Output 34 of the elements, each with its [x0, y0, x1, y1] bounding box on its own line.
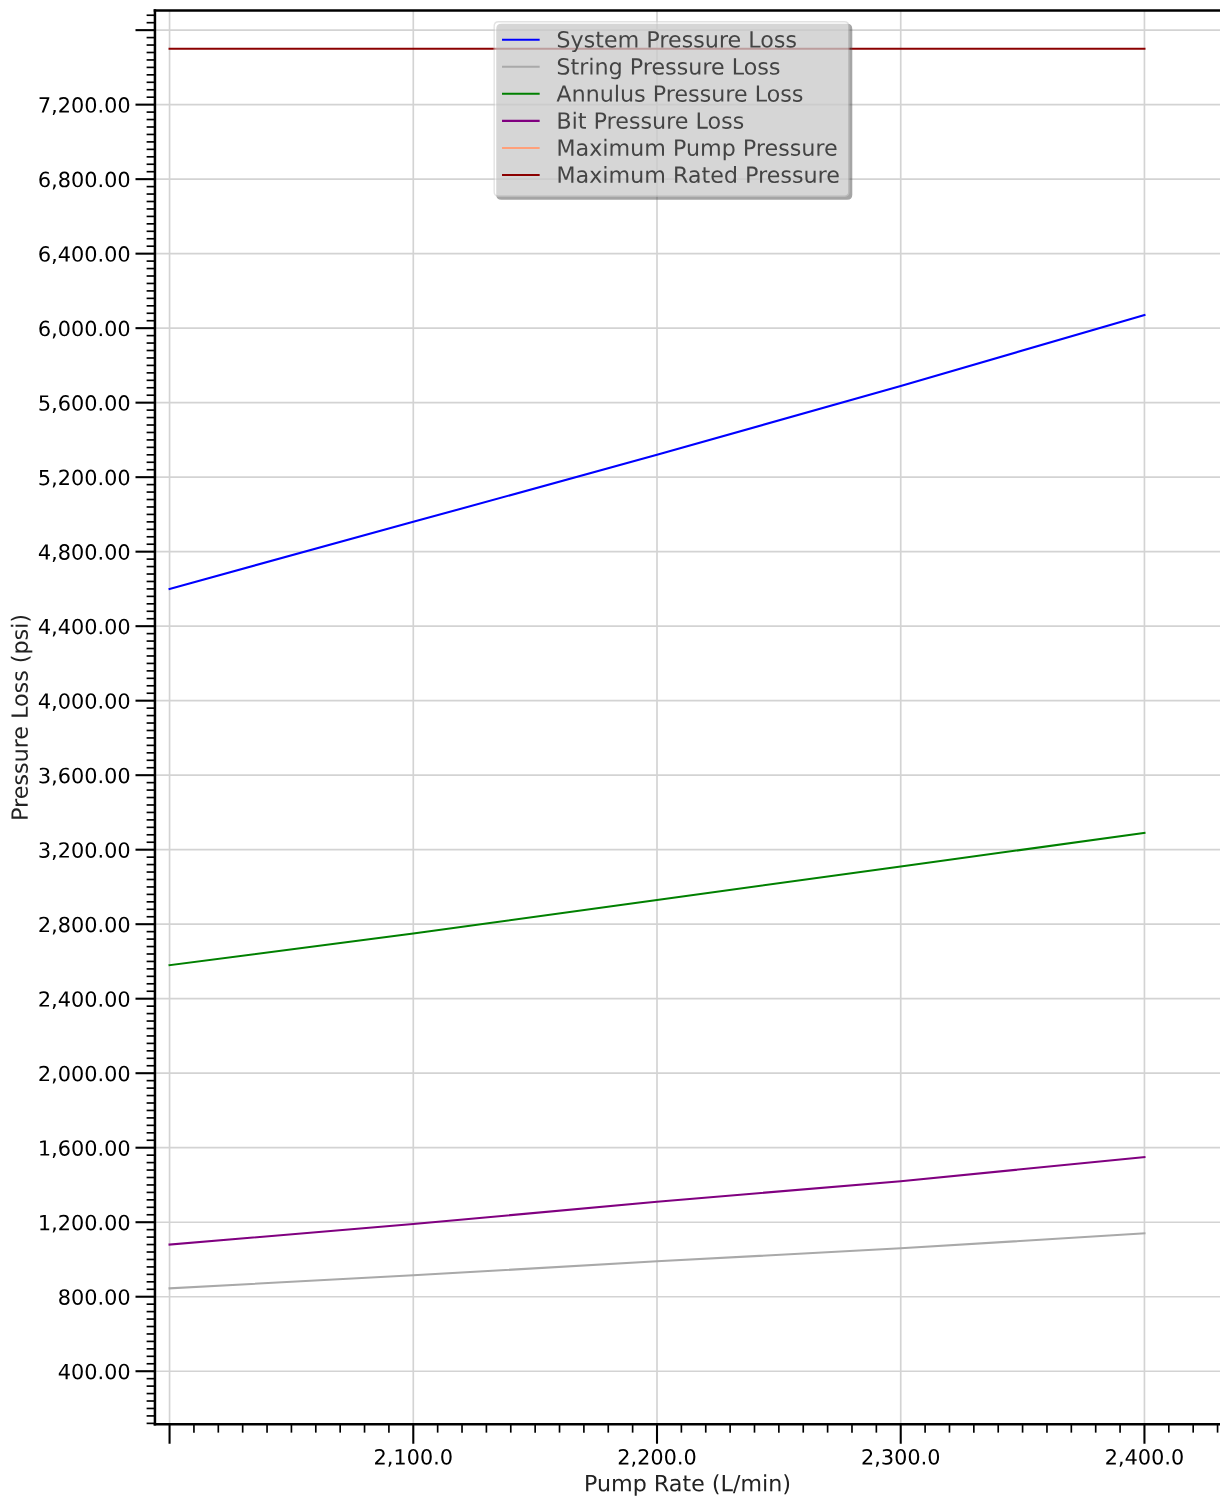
y-tick-label: 2,000.00 — [39, 1065, 130, 1084]
y-axis-title: Pressure Loss (psi) — [10, 615, 33, 819]
y-tick-label: 4,000.00 — [38, 693, 130, 712]
x-axis-title: Pump Rate (L/min) — [586, 1474, 790, 1496]
legend-label: String Pressure Loss — [557, 57, 780, 80]
legend-label: Maximum Pump Pressure — [558, 138, 837, 161]
line-series — [168, 1155, 1146, 1246]
x-tick-label: 2,200.0 — [618, 1448, 696, 1467]
y-tick-label: 800.00 — [59, 1289, 130, 1305]
y-tick-label: 1,200.00 — [40, 1214, 130, 1233]
y-tick-label: 6,000.00 — [39, 320, 130, 339]
y-tick-label: 7,200.00 — [39, 97, 130, 115]
legend-label: Bit Pressure Loss — [558, 111, 744, 129]
legend-label: Annulus Pressure Loss — [556, 84, 803, 102]
y-tick-label: 4,800.00 — [38, 544, 130, 563]
line-series — [168, 1232, 1146, 1290]
y-tick-label: 3,600.00 — [39, 767, 130, 786]
y-tick-label: 2,800.00 — [39, 916, 130, 935]
y-tick-label: 3,200.00 — [39, 842, 130, 861]
y-tick-label: 1,600.00 — [40, 1140, 130, 1159]
y-tick-label: 6,800.00 — [39, 171, 130, 190]
legend-label: System Pressure Loss — [557, 30, 796, 53]
line-series — [168, 831, 1146, 967]
line-series — [168, 314, 1146, 590]
x-tick-label: 2,400.0 — [1106, 1448, 1183, 1467]
y-tick-label: 6,400.00 — [39, 246, 130, 264]
x-tick-label: 2,300.0 — [862, 1448, 940, 1467]
y-tick-label: 5,600.00 — [39, 395, 130, 413]
y-tick-label: 400.00 — [58, 1363, 130, 1380]
y-tick-label: 5,200.00 — [39, 469, 130, 488]
legend-label: Maximum Rated Pressure — [558, 165, 839, 184]
y-tick-label: 4,400.00 — [38, 618, 130, 637]
x-tick-label: 2,100.0 — [375, 1448, 452, 1467]
y-tick-label: 2,400.00 — [39, 991, 130, 1010]
